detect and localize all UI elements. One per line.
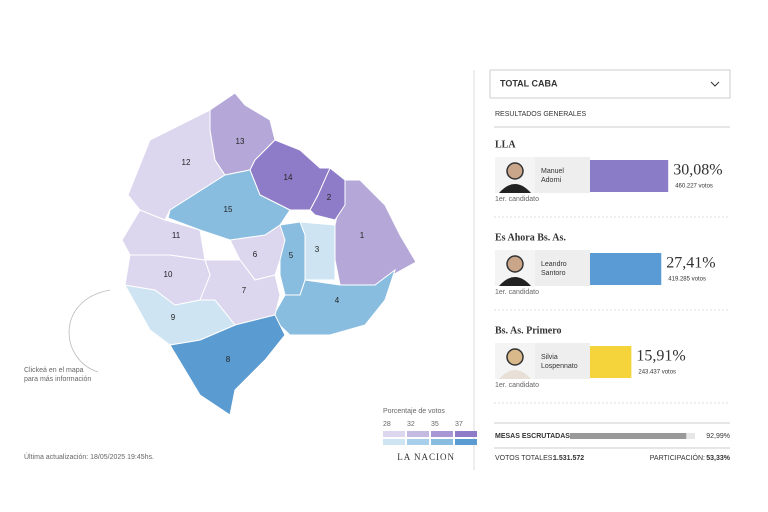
photo-head <box>506 348 524 366</box>
mesas-value: 92,99% <box>706 433 730 440</box>
legend-tick: 37 <box>455 421 463 428</box>
dropdown-label: TOTAL CABA <box>500 78 558 88</box>
photo-body <box>499 277 531 286</box>
legend: 28 32 35 37 <box>383 421 477 445</box>
photo-head <box>506 255 524 273</box>
comuna-area[interactable] <box>279 221 306 296</box>
legend-swatch <box>407 431 429 437</box>
candidate-name: Adorni <box>541 177 562 184</box>
result-percent: 15,91% <box>636 348 685 365</box>
dropdown[interactable] <box>489 69 731 99</box>
legend-tick: 35 <box>431 421 439 428</box>
legend-swatch <box>383 431 405 437</box>
result-votes: 243.437 votos <box>638 370 676 376</box>
result-votes: 419.285 votos <box>668 277 706 283</box>
candidate-role: 1er. candidato <box>495 196 539 203</box>
map-hint: Clickeá en el mapa <box>24 367 84 374</box>
comuna-area[interactable] <box>121 209 206 261</box>
candidate-role: 1er. candidato <box>495 382 539 389</box>
result-bar <box>590 346 632 378</box>
participacion-label: PARTICIPACIÓN: <box>650 453 705 462</box>
result-bar <box>590 253 662 285</box>
party-name: LLA <box>495 139 516 150</box>
hint-pointer <box>68 289 111 373</box>
result-percent: 27,41% <box>666 255 715 272</box>
legend-swatch <box>407 439 429 445</box>
legend-title: Porcentaje de votos <box>383 408 445 415</box>
party-name: Es Ahora Bs. As. <box>495 232 566 243</box>
legend-swatch <box>455 431 477 437</box>
candidate-name: Lospennato <box>541 363 578 370</box>
result-percent: 30,08% <box>673 162 722 179</box>
result-votes: 460.227 votos <box>675 184 713 190</box>
comuna-area[interactable] <box>167 169 291 241</box>
votos-value: 1.531.572 <box>553 455 584 462</box>
legend-swatch <box>431 431 453 437</box>
logo: LA NACION <box>397 452 455 462</box>
candidate-card <box>535 250 590 286</box>
candidate-name: Silvia <box>541 354 558 361</box>
dropdown-arrow <box>710 81 720 87</box>
candidate-card <box>535 343 590 379</box>
candidate-name: Manuel <box>541 168 564 175</box>
legend-tick: 32 <box>407 421 415 428</box>
photo-body <box>499 184 531 193</box>
update-time: Última actualización: 18/05/2025 19:45hs… <box>24 452 154 461</box>
candidate-card <box>535 157 590 193</box>
candidate-role: 1er. candidato <box>495 289 539 296</box>
participacion-value: 53,33% <box>706 455 731 462</box>
legend-swatch <box>455 439 477 445</box>
legend-swatch <box>383 439 405 445</box>
legend-swatch <box>431 439 453 445</box>
party-list: LLA Manuel Adorni 30,08% 460.227 votos 1er. c… <box>494 139 730 404</box>
result-bar <box>590 160 669 192</box>
mesas-bar <box>570 433 687 439</box>
votos-label: VOTOS TOTALES: <box>495 455 554 462</box>
section-title: RESULTADOS GENERALES <box>495 111 586 118</box>
party-name: Bs. As. Primero <box>495 325 561 336</box>
photo-head <box>506 162 524 180</box>
candidate-name: Santoro <box>541 270 566 277</box>
comuna-area[interactable] <box>334 179 417 286</box>
mesas-label: MESAS ESCRUTADAS: <box>495 433 572 440</box>
candidate-name: Leandro <box>541 261 567 268</box>
legend-tick: 28 <box>383 421 391 428</box>
map-hint: para más información <box>24 376 91 383</box>
photo-body <box>499 370 531 379</box>
